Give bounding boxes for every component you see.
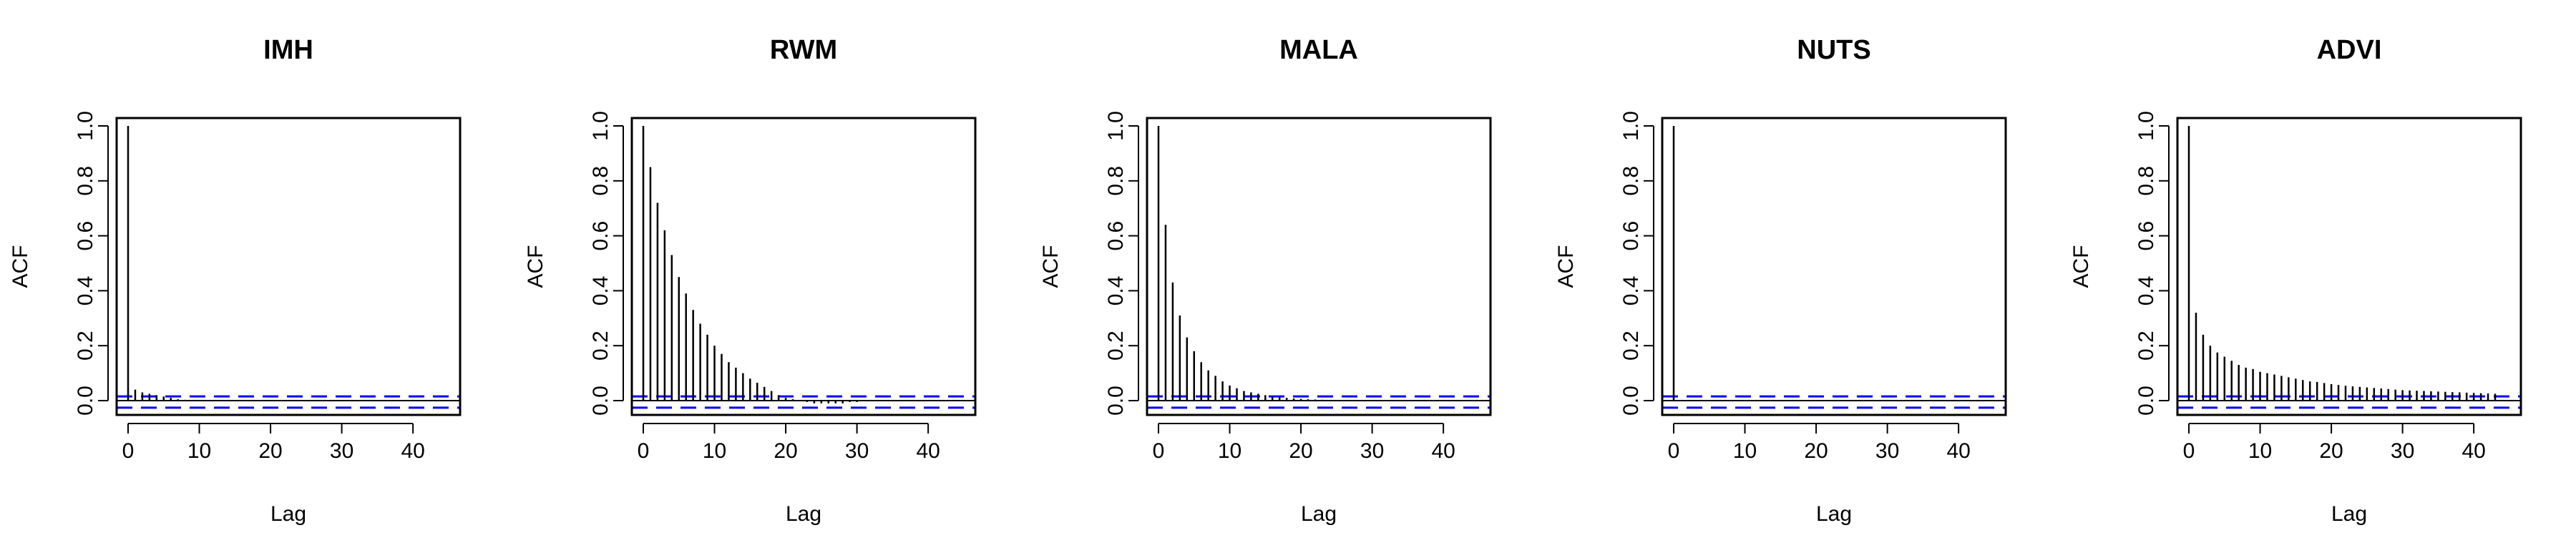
- y-tick-label: 0.0: [1619, 386, 1643, 416]
- y-tick-label: 1.0: [589, 111, 613, 141]
- chart-title: IMH: [263, 35, 313, 65]
- y-tick-label: 1.0: [2135, 111, 2158, 141]
- y-tick-label: 0.8: [74, 166, 97, 196]
- x-tick-label: 20: [2319, 439, 2343, 463]
- y-tick-label: 1.0: [74, 111, 97, 141]
- y-tick-label: 0.0: [1104, 386, 1128, 416]
- x-tick-label: 20: [774, 439, 797, 463]
- acf-panel-nuts: NUTS 0 10 20 30 40 0.0 0.2 0.4 0.6 0.8 1.0 Lag ACF: [1554, 35, 2007, 526]
- y-tick-label: 0.2: [1619, 331, 1643, 361]
- x-tick-label: 20: [1804, 439, 1828, 463]
- x-tick-label: 30: [1875, 439, 1899, 463]
- y-tick-label: 0.8: [589, 166, 613, 196]
- x-tick-label: 0: [122, 439, 135, 463]
- y-axis-label: ACF: [1039, 245, 1063, 288]
- y-tick-label: 0.6: [2135, 221, 2158, 251]
- x-tick-label: 30: [845, 439, 869, 463]
- x-axis-label: Lag: [270, 502, 306, 526]
- chart-title: RWM: [770, 35, 837, 65]
- y-tick-label: 0.2: [74, 331, 97, 361]
- y-tick-label: 0.6: [589, 221, 613, 251]
- chart-title: ADVI: [2317, 35, 2382, 65]
- x-tick-label: 20: [258, 439, 282, 463]
- x-tick-label: 40: [1946, 439, 1970, 463]
- x-tick-label: 20: [1289, 439, 1312, 463]
- y-tick-label: 0.8: [2135, 166, 2158, 196]
- plot-frame: [1661, 117, 2007, 416]
- y-tick-label: 0.6: [1104, 221, 1128, 251]
- x-tick-label: 30: [330, 439, 353, 463]
- y-tick-label: 0.2: [589, 331, 613, 361]
- plot-frame: [115, 117, 462, 416]
- x-tick-label: 10: [2248, 439, 2272, 463]
- x-tick-label: 10: [187, 439, 211, 463]
- y-tick-label: 0.2: [1104, 331, 1128, 361]
- y-tick-label: 0.0: [589, 386, 613, 416]
- y-tick-label: 1.0: [1104, 111, 1128, 141]
- x-axis-label: Lag: [2331, 502, 2367, 526]
- x-tick-label: 0: [1668, 439, 1680, 463]
- y-tick-label: 0.4: [1619, 276, 1643, 306]
- x-tick-label: 40: [2462, 439, 2485, 463]
- x-tick-label: 0: [1153, 439, 1165, 463]
- chart-title: MALA: [1279, 35, 1358, 65]
- acf-panel-imh: IMH 0 10 20 30 40 0.0 0.2 0.4 0.6 0.8 1.0 Lag ACF: [9, 35, 462, 526]
- x-tick-label: 40: [1431, 439, 1455, 463]
- x-tick-label: 10: [1218, 439, 1241, 463]
- x-tick-label: 40: [916, 439, 940, 463]
- y-tick-label: 0.6: [74, 221, 97, 251]
- y-tick-label: 0.4: [1104, 276, 1128, 306]
- y-tick-label: 0.4: [589, 276, 613, 306]
- y-axis-label: ACF: [9, 245, 32, 288]
- x-tick-label: 10: [703, 439, 726, 463]
- y-tick-label: 0.0: [74, 386, 97, 416]
- acf-panel-mala: MALA 0 10 20 30 40 0.0 0.2 0.4 0.6 0.8 1.0 Lag ACF: [1039, 35, 1492, 526]
- x-axis-label: Lag: [1301, 502, 1337, 526]
- y-tick-label: 0.8: [1104, 166, 1128, 196]
- acf-panel-advi: ADVI 0 10 20 30 40 0.0 0.2 0.4 0.6 0.8 1.0 Lag ACF: [2069, 35, 2522, 526]
- x-tick-label: 0: [638, 439, 650, 463]
- plot-frame: [2176, 117, 2522, 416]
- x-tick-label: 10: [1733, 439, 1757, 463]
- chart-title: NUTS: [1797, 35, 1870, 65]
- x-tick-label: 30: [1360, 439, 1384, 463]
- y-tick-label: 0.4: [2135, 276, 2158, 306]
- y-tick-label: 1.0: [1619, 111, 1643, 141]
- y-tick-label: 0.4: [74, 276, 97, 306]
- panels: IMH 0 10 20 30 40 0.0 0.2 0.4 0.6 0.8 1.0 Lag ACF RWM 0…: [9, 35, 2522, 526]
- x-axis-label: Lag: [786, 502, 821, 526]
- y-tick-label: 0.6: [1619, 221, 1643, 251]
- plot-frame: [630, 117, 977, 416]
- plot-frame: [1146, 117, 1492, 416]
- y-tick-label: 0.8: [1619, 166, 1643, 196]
- y-tick-label: 0.2: [2135, 331, 2158, 361]
- x-tick-label: 40: [401, 439, 424, 463]
- acf-panel-rwm: RWM 0 10 20 30 40 0.0 0.2 0.4 0.6 0.8 1.0 Lag ACF: [524, 35, 977, 526]
- x-tick-label: 0: [2183, 439, 2195, 463]
- y-axis-label: ACF: [1554, 245, 1578, 288]
- x-axis-label: Lag: [1816, 502, 1852, 526]
- x-tick-label: 30: [2391, 439, 2414, 463]
- y-tick-label: 0.0: [2135, 386, 2158, 416]
- y-axis-label: ACF: [524, 245, 547, 288]
- y-axis-label: ACF: [2069, 245, 2093, 288]
